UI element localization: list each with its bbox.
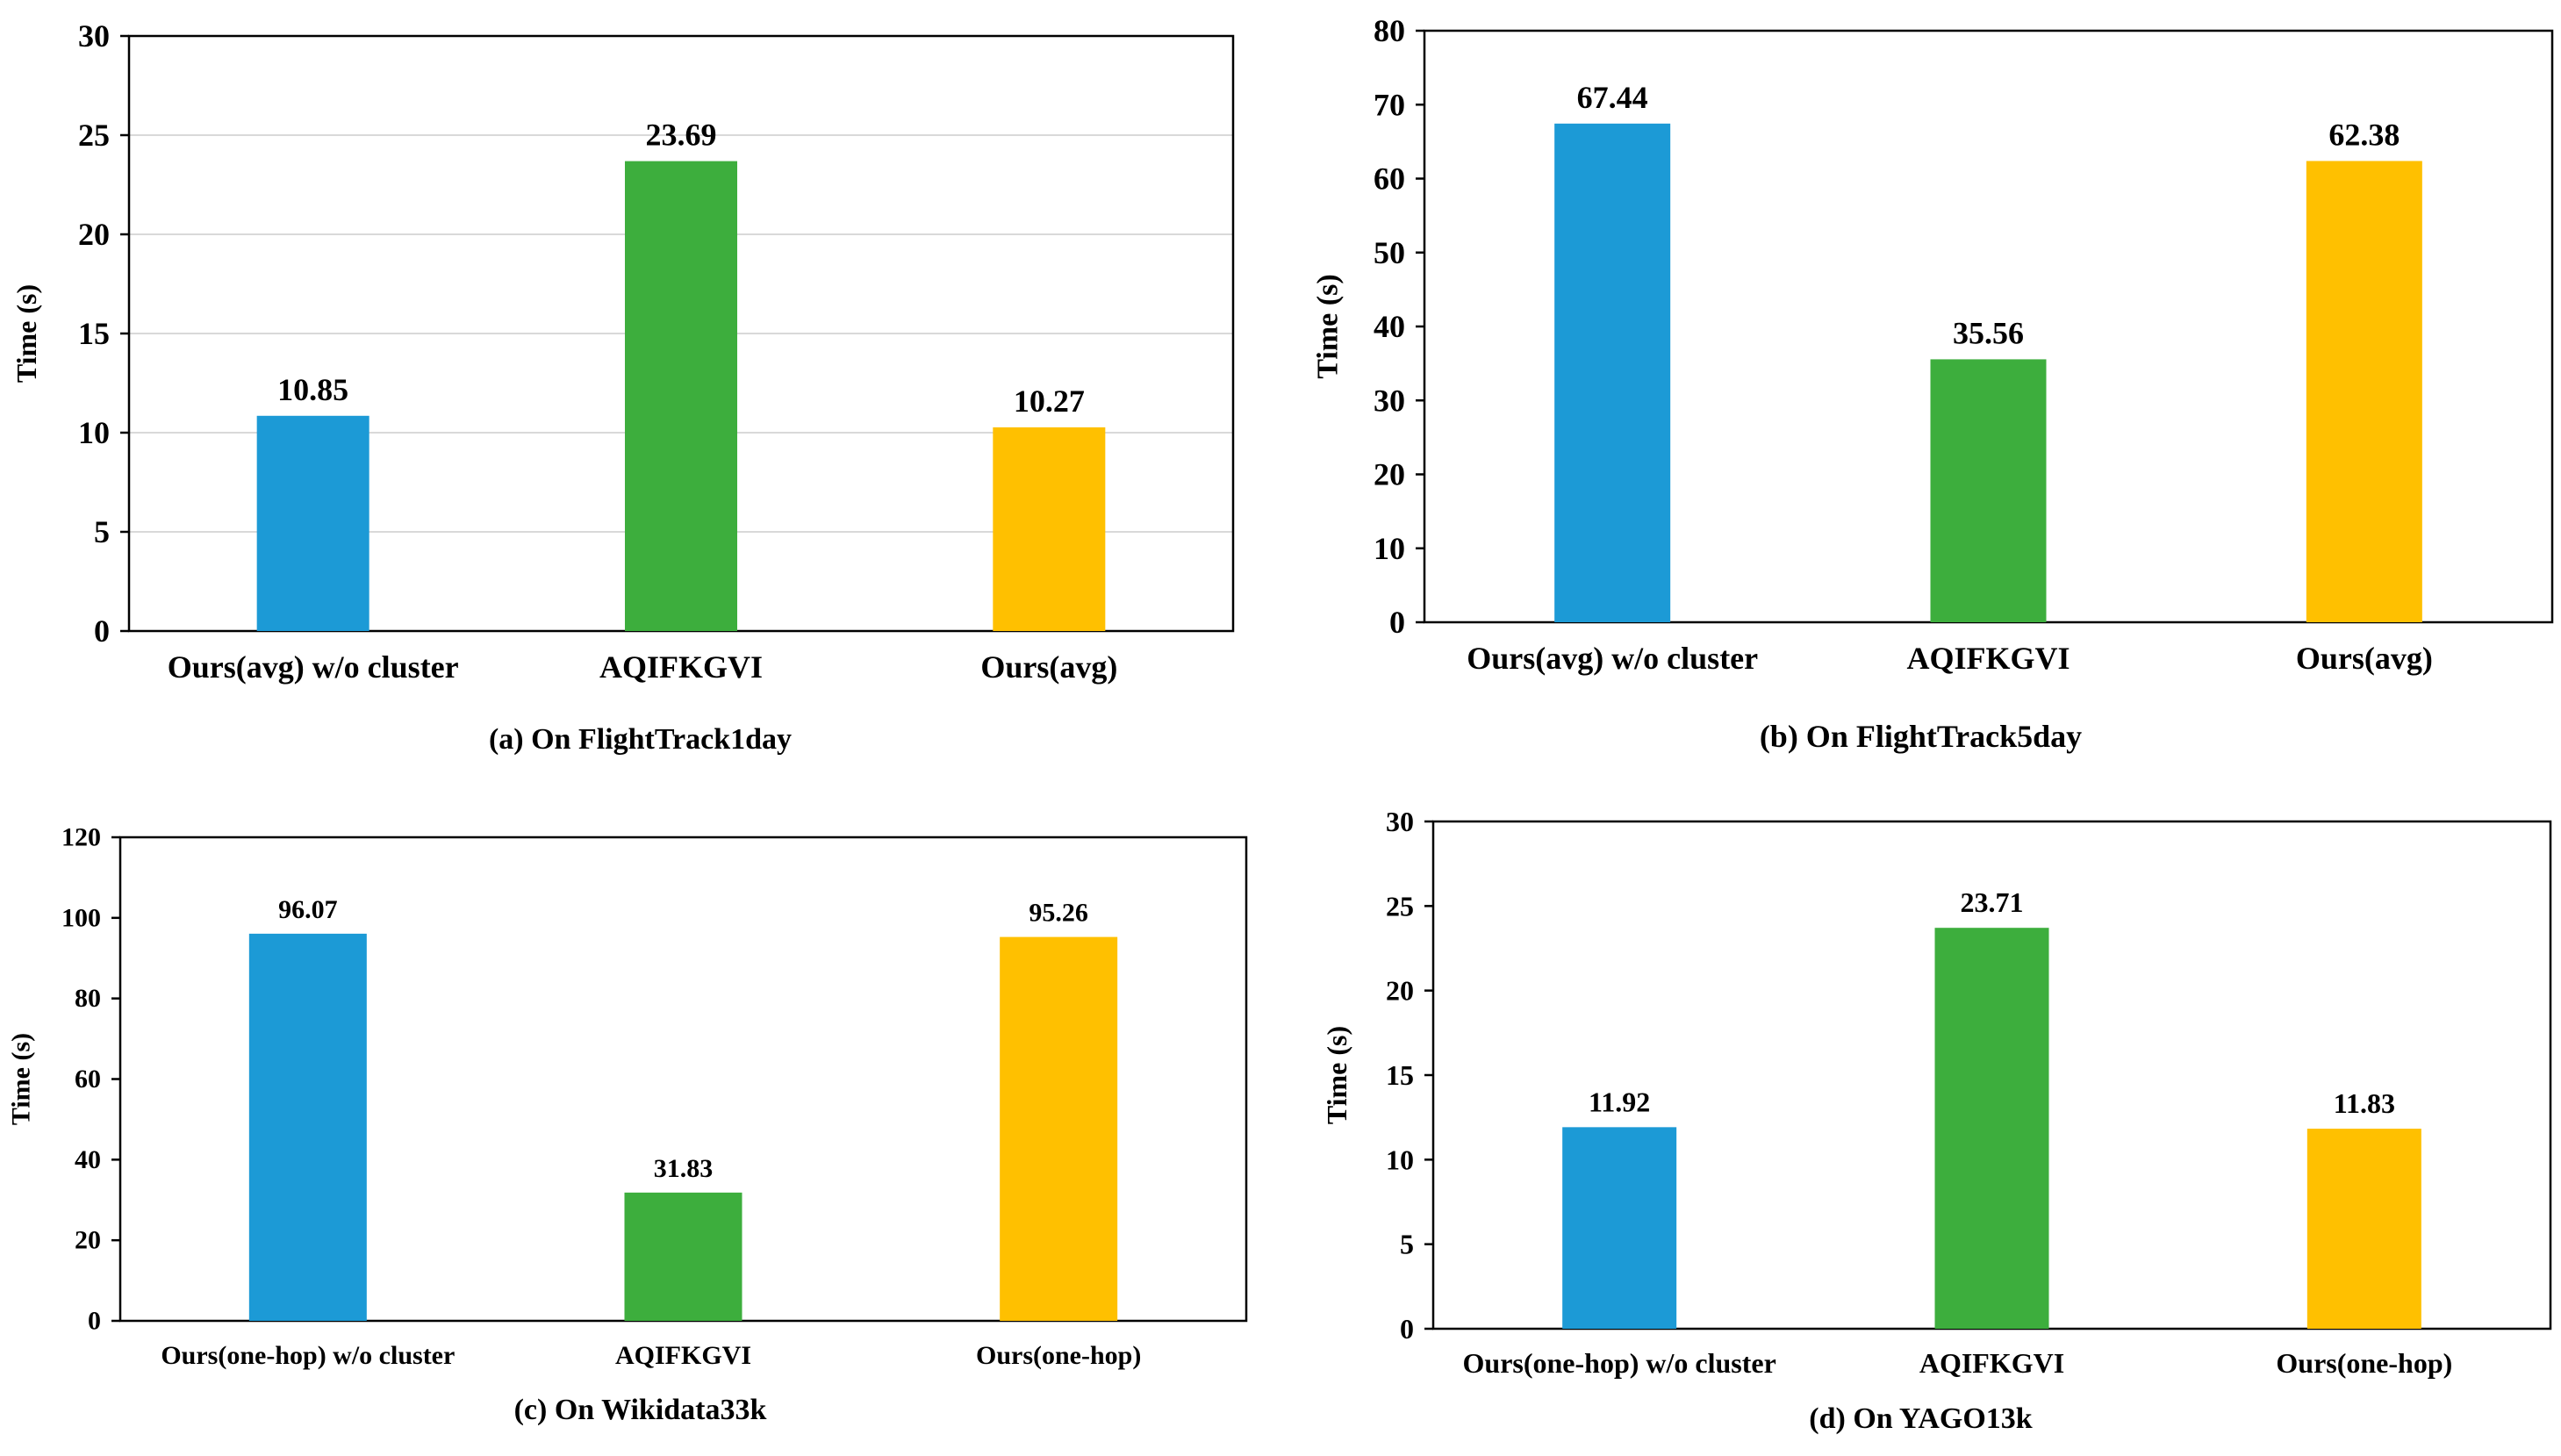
x-category-label-d-2: AQIFKGVI	[1919, 1347, 2064, 1379]
bar-value-label-d-1: 11.92	[1589, 1086, 1650, 1117]
chart-caption-c: (c) On Wikidata33k	[513, 1394, 767, 1426]
y-tick-label-b: 20	[1374, 457, 1405, 492]
bar-a-2	[625, 161, 737, 631]
y-tick-label-a: 10	[78, 415, 110, 450]
bar-value-label-b-3: 62.38	[2328, 117, 2400, 152]
bar-c-1	[248, 933, 367, 1321]
chart-caption-b: (b) On FlightTrack5day	[1759, 719, 2083, 754]
bar-value-label-b-1: 67.44	[1577, 80, 1648, 115]
bar-value-label-a-2: 23.69	[646, 118, 717, 153]
x-category-label-a-2: AQIFKGVI	[599, 649, 763, 685]
y-axis-label-b: Time (s)	[1312, 274, 1345, 378]
chart-svg-a: 0 5 10 15 20 25 30 Time (s) 10.85 Ours(avg) w/o c…	[11, 18, 1235, 685]
chart-svg-b: 0 10 20 30 40 50 60 70 80 Time (s) 67.44 Ours(avg) …	[1312, 13, 2554, 676]
y-tick-label-d: 5	[1400, 1229, 1414, 1260]
y-tick-label-d: 20	[1386, 975, 1414, 1007]
bar-value-label-c-2: 31.83	[654, 1154, 714, 1183]
y-tick-label-b: 50	[1374, 235, 1405, 270]
bar-d-3	[2306, 1129, 2421, 1329]
x-category-label-c-1: Ours(one-hop) w/o cluster	[161, 1341, 455, 1370]
y-axis-label-a: Time (s)	[11, 284, 42, 383]
bar-b-1	[1554, 123, 1671, 622]
y-tick-label-c: 20	[75, 1226, 101, 1255]
y-tick-label-c: 40	[75, 1145, 101, 1174]
bar-d-2	[1934, 928, 2049, 1329]
y-tick-label-b: 80	[1374, 13, 1405, 48]
chart-caption-d: (d) On YAGO13k	[1809, 1402, 2033, 1435]
x-category-label-b-1: Ours(avg) w/o cluster	[1467, 641, 1758, 676]
y-tick-label-a: 20	[78, 217, 110, 252]
y-tick-label-d: 10	[1386, 1144, 1414, 1175]
y-axis-label-d: Time (s)	[1321, 1026, 1352, 1124]
y-tick-label-d: 0	[1400, 1313, 1414, 1345]
bar-c-2	[624, 1192, 742, 1321]
x-category-label-d-3: Ours(one-hop)	[2276, 1347, 2452, 1379]
bar-value-label-d-3: 11.83	[2334, 1087, 2395, 1119]
x-category-label-a-3: Ours(avg)	[980, 649, 1117, 685]
chart-svg-c: 0 20 40 60 80 100 120 Time (s) 96.07 Ours(one-hop…	[7, 823, 1248, 1370]
bar-value-label-b-2: 35.56	[1953, 315, 2024, 350]
y-tick-label-c: 120	[61, 823, 101, 852]
y-tick-label-c: 100	[61, 903, 101, 932]
chart-panel-a: 0 5 10 15 20 25 30 Time (s) 10.85 Ours(avg) w/o c…	[0, 0, 1280, 772]
y-tick-label-b: 10	[1374, 531, 1405, 566]
chart-panel-b: 0 10 20 30 40 50 60 70 80 Time (s) 67.44 Ours(avg) …	[1280, 0, 2561, 772]
x-category-label-b-2: AQIFKGVI	[1906, 641, 2070, 676]
y-tick-label-b: 0	[1389, 605, 1405, 640]
y-axis-label-c: Time (s)	[7, 1033, 36, 1125]
bar-value-label-c-1: 96.07	[278, 895, 338, 924]
bar-value-label-a-3: 10.27	[1014, 384, 1085, 419]
y-tick-label-d: 25	[1386, 890, 1414, 922]
x-category-label-c-3: Ours(one-hop)	[976, 1341, 1141, 1370]
bar-b-2	[1930, 359, 2047, 622]
y-tick-label-a: 5	[94, 514, 110, 549]
x-category-label-d-1: Ours(one-hop) w/o cluster	[1463, 1347, 1776, 1379]
bar-value-label-d-2: 23.71	[1961, 886, 2024, 918]
y-tick-label-a: 15	[78, 316, 110, 351]
y-tick-label-a: 25	[78, 118, 110, 153]
x-category-label-c-2: AQIFKGVI	[615, 1341, 751, 1370]
y-tick-label-b: 40	[1374, 309, 1405, 344]
chart-panel-c: 0 20 40 60 80 100 120 Time (s) 96.07 Ours(one-hop…	[0, 772, 1280, 1456]
bar-a-3	[993, 427, 1106, 631]
chart-svg-d: 0 5 10 15 20 25 30 Time (s) 11.92 Ours(one-hop) w…	[1321, 806, 2552, 1379]
y-tick-label-c: 0	[88, 1307, 101, 1336]
x-category-label-a-1: Ours(avg) w/o cluster	[168, 649, 459, 685]
bar-c-3	[1000, 936, 1118, 1321]
bar-a-1	[256, 415, 369, 631]
y-tick-label-c: 60	[75, 1065, 101, 1094]
bar-value-label-c-3: 95.26	[1029, 899, 1088, 928]
bar-b-3	[2306, 161, 2422, 623]
y-tick-label-a: 30	[78, 18, 110, 54]
y-tick-label-d: 15	[1386, 1059, 1414, 1091]
y-tick-label-d: 30	[1386, 806, 1414, 837]
bar-value-label-a-1: 10.85	[277, 372, 348, 407]
chart-caption-a: (a) On FlightTrack1day	[488, 723, 793, 756]
y-tick-label-b: 60	[1374, 161, 1405, 197]
y-tick-label-b: 70	[1374, 87, 1405, 122]
y-tick-label-c: 80	[75, 984, 101, 1013]
chart-panel-d: 0 5 10 15 20 25 30 Time (s) 11.92 Ours(one-hop) w…	[1280, 772, 2561, 1456]
y-tick-label-b: 30	[1374, 383, 1405, 418]
x-category-label-b-3: Ours(avg)	[2296, 641, 2433, 676]
bar-d-1	[1562, 1127, 1677, 1329]
y-tick-label-a: 0	[94, 613, 110, 649]
